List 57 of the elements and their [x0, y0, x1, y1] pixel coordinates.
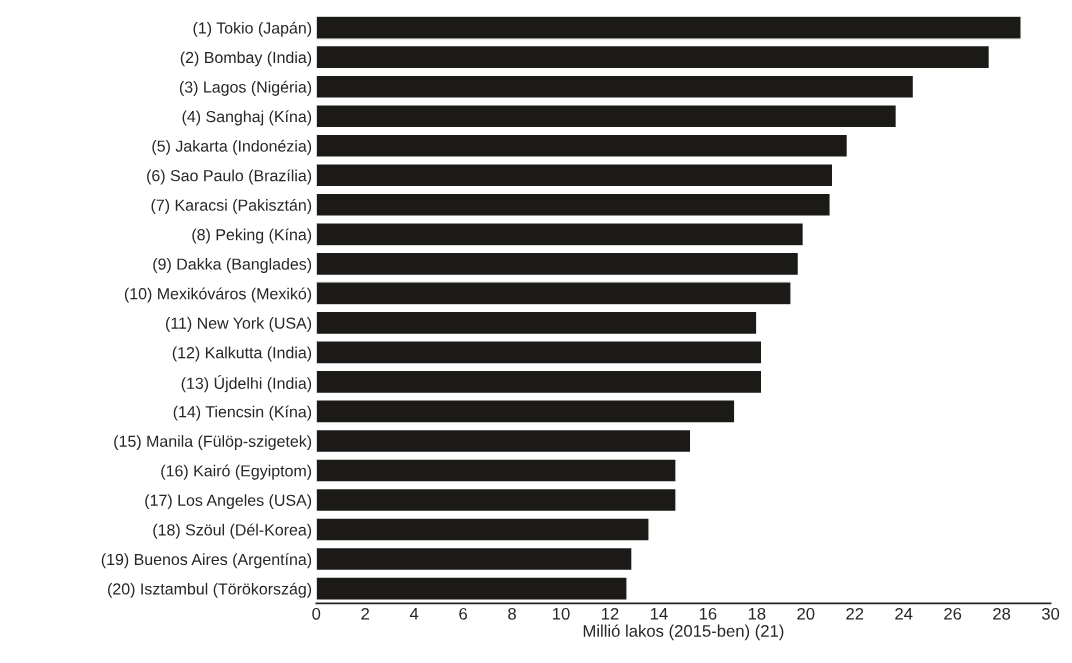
y-tick-label: (3) Lagos (Nigéria) [179, 80, 312, 96]
x-tick-label: 18 [748, 607, 766, 620]
x-tick-label: 28 [993, 607, 1011, 620]
bar [316, 576, 628, 601]
bar [316, 487, 677, 513]
x-tick-label: 14 [650, 608, 668, 620]
y-tick-label: (16) Kairó (Egyiptom) [161, 464, 312, 480]
x-axis-title: Millió lakos (2015-ben) (21) [583, 624, 784, 641]
bar [316, 222, 805, 247]
y-tick-label: (8) Peking (Kína) [192, 228, 312, 244]
x-tick-label: 2 [361, 607, 369, 620]
bar [316, 546, 633, 572]
y-tick-label: (12) Kalkutta (India) [172, 346, 312, 362]
x-tick-label: 8 [508, 607, 516, 620]
x-tick-label: 16 [699, 607, 717, 620]
y-tick-label: (13) Újdelhi (India) [181, 374, 312, 393]
x-tick-label: 0 [312, 607, 321, 620]
y-tick-label: (5) Jakarta (Indonézia) [152, 139, 312, 155]
x-tick-label: 6 [459, 607, 468, 620]
x-tick-label: 30 [1041, 607, 1060, 620]
bar [316, 74, 915, 99]
x-tick-label: 4 [409, 608, 419, 620]
x-tick-label: 26 [944, 607, 962, 620]
y-tick-label: (19) Buenos Aires (Argentína) [101, 553, 312, 569]
x-tick-label: 22 [846, 607, 864, 620]
y-tick-label: (11) New York (USA) [165, 317, 312, 332]
bar [316, 517, 650, 542]
x-tick-label: 12 [601, 607, 619, 620]
bar [316, 104, 898, 129]
bar [316, 163, 834, 188]
bar [316, 399, 736, 424]
y-tick-label: (9) Dakka (Banglades) [153, 258, 312, 273]
x-tick-label: 10 [553, 607, 570, 620]
x-tick-label: 24 [895, 607, 913, 620]
y-tick-label: (2) Bombay (India) [180, 51, 312, 67]
y-tick-label: (10) Mexikóváros (Mexikó) [124, 287, 312, 303]
bar [316, 281, 792, 306]
bar [316, 310, 758, 336]
bar [316, 251, 800, 277]
y-tick-label: (18) Szöul (Dél-Korea) [153, 523, 312, 539]
x-tick-label: 20 [797, 607, 815, 620]
bar [316, 428, 692, 454]
bar [316, 458, 677, 483]
y-tick-label: (6) Sao Paulo (Brazília) [147, 169, 312, 185]
bar [316, 15, 1022, 40]
y-tick-label: (15) Manila (Fülöp-szigetek) [114, 435, 312, 451]
bar [316, 369, 763, 395]
y-tick-label: (14) Tiencsin (Kína) [173, 405, 312, 421]
bar [316, 133, 849, 158]
bar [316, 192, 831, 217]
y-tick-label: (1) Tokio (Japán) [193, 21, 312, 37]
y-tick-label: (4) Sanghaj (Kína) [182, 110, 312, 126]
bar [316, 340, 763, 365]
bar [316, 44, 991, 70]
y-tick-label: (7) Karacsi (Pakisztán) [151, 198, 312, 214]
y-tick-label: (17) Los Angeles (USA) [145, 494, 312, 510]
y-tick-label: (20) Isztambul (Törökország) [108, 582, 312, 598]
